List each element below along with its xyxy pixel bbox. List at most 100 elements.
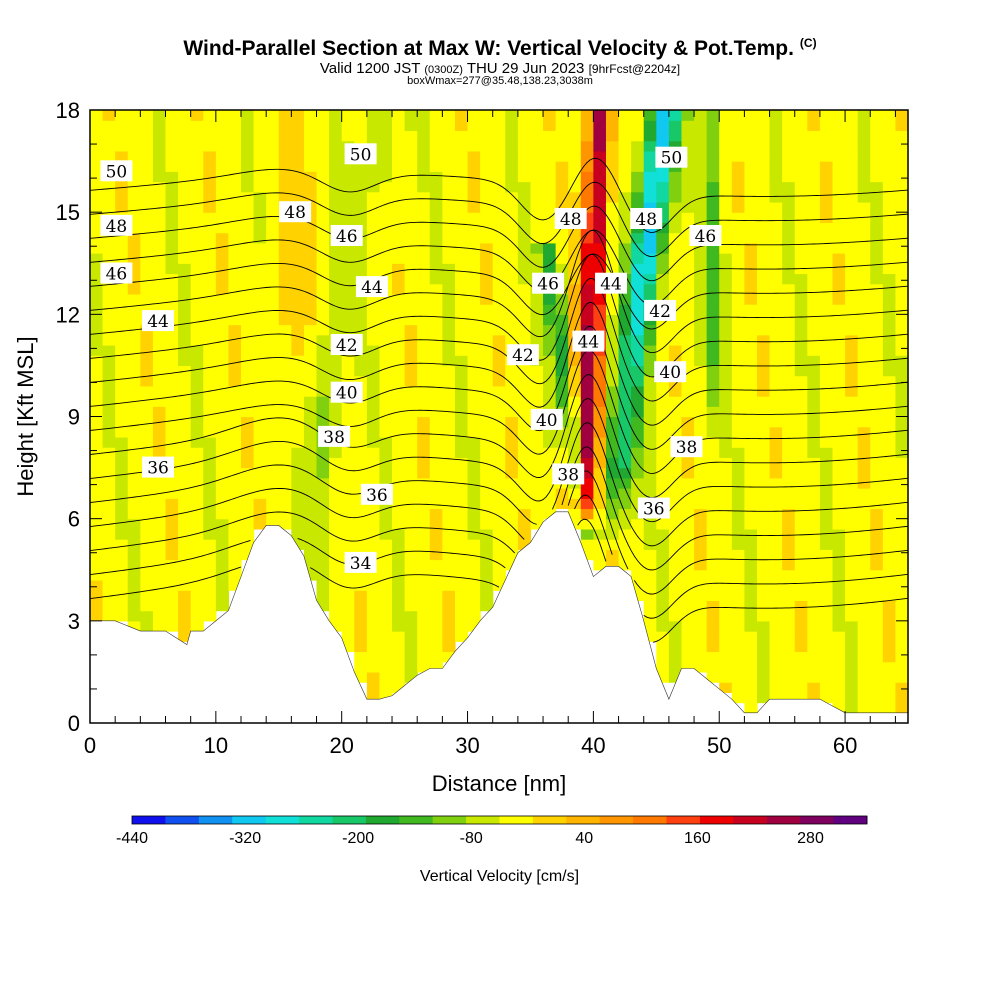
field-cell [341,253,355,264]
y-tick-label: 6 [68,507,80,532]
y-tick-label: 3 [68,609,80,634]
field-cell [681,253,695,264]
field-cell [329,355,343,367]
field-cell [152,120,167,132]
field-cell [882,232,897,244]
field-cell [190,569,204,581]
field-cell [706,355,720,367]
field-cell [102,528,116,540]
field-cell [517,528,532,540]
field-cell [756,590,771,601]
field-cell [228,447,242,458]
field-cell [832,426,846,438]
field-cell [794,498,808,510]
field-cell [404,191,418,203]
field-cell [530,477,544,489]
field-cell [819,263,834,275]
field-cell [354,651,368,663]
isentrope-line [89,157,909,233]
field-cell [165,171,179,183]
field-cell [744,620,758,632]
field-cell [882,191,897,203]
field-cell [215,212,230,223]
field-cell [341,641,355,653]
field-cell [731,324,745,336]
field-cell [303,304,318,315]
field-cell [454,314,469,326]
field-cell [291,518,305,530]
field-cell [832,600,846,612]
field-cell [152,110,167,121]
field-cell [731,171,745,183]
field-cell [782,212,796,223]
field-cell [341,201,355,213]
field-cell [794,436,808,448]
field-cell [870,498,884,510]
field-cell [404,559,418,571]
field-cell [329,559,343,571]
isentrope-line [89,229,909,354]
field-cell [454,130,469,142]
field-cell [341,477,355,489]
field-cell [794,130,808,142]
field-cell [530,385,544,397]
field-cell [492,579,506,591]
field-cell [392,661,406,673]
field-cell [127,528,141,540]
field-cell [442,140,456,152]
field-cell [90,191,104,203]
field-cell [480,416,494,428]
field-cell [442,559,456,571]
field-cell [379,110,393,121]
field-cell [832,110,846,121]
field-cell [782,518,796,530]
field-cell [555,130,569,142]
field-cell [442,304,456,315]
field-cell [429,579,443,591]
field-cell [769,293,783,305]
field-cell [857,375,871,387]
field-cell [467,273,481,285]
field-cell [90,416,104,428]
field-cell [228,498,242,510]
field-cell [568,375,582,387]
field-cell [517,171,532,183]
field-cell [442,416,456,428]
field-cell [392,273,406,285]
field-cell [102,375,116,387]
field-cell [618,232,632,244]
field-cell [492,426,506,438]
field-cell [794,191,808,203]
field-cell [266,508,280,520]
field-cell [190,110,204,121]
field-cell [203,539,217,550]
field-cell [190,314,204,326]
field-cell [102,150,116,162]
field-cell [417,385,431,397]
field-cell [379,304,393,315]
field-cell [845,671,859,683]
field-cell [379,528,393,540]
field-cell [140,590,154,601]
field-cell [618,334,632,346]
field-cell [467,161,481,172]
field-cell [228,130,242,142]
field-cell [580,467,594,479]
field-cell [744,590,758,601]
field-cell [492,283,506,295]
field-cell [845,293,859,305]
field-cell [845,488,859,499]
field-cell [291,263,305,275]
field-cell [543,365,557,377]
field-cell [366,600,381,612]
field-cell [366,324,381,336]
field-cell [845,161,859,172]
field-cell [140,518,154,530]
field-cell [656,181,670,193]
field-cell [467,375,481,387]
field-cell [870,191,884,203]
field-cell [706,528,720,540]
field-cell [681,130,695,142]
colorbar-swatch [432,816,467,824]
field-cell [392,651,406,663]
